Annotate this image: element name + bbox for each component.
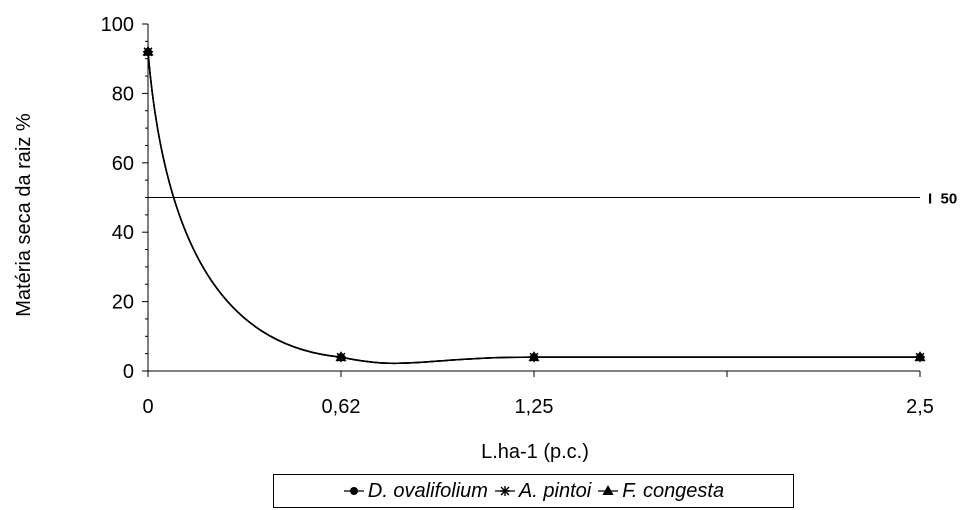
x-tick-label: 0: [142, 396, 153, 418]
y-tick-label: 80: [112, 83, 134, 105]
y-tick-label: 0: [123, 361, 134, 383]
legend: D. ovalifolium A. pintoi F. congesta: [273, 474, 794, 508]
reference-line-group: I 50: [148, 191, 957, 208]
legend-item: A. pintoi: [494, 480, 591, 503]
legend-item: F. congesta: [597, 480, 724, 503]
series-line: [147, 51, 920, 365]
y-axis-title: Matéria seca da raiz %: [13, 113, 35, 317]
data-point-triangle: [528, 351, 540, 362]
series-line: [147, 51, 920, 365]
series-line: [147, 51, 920, 365]
legend-label: D. ovalifolium: [367, 479, 488, 502]
legend-swatch-star-icon: [494, 486, 515, 496]
y-tick-label: 20: [112, 292, 134, 314]
y-tick-label: 100: [101, 14, 134, 36]
legend-label: A. pintoi: [518, 479, 592, 502]
legend-item: D. ovalifolium: [343, 480, 488, 503]
x-tick-label: 2,5: [906, 396, 934, 418]
data-point-triangle: [602, 485, 614, 495]
data-point-star: [499, 486, 510, 496]
data-point-triangle: [142, 45, 154, 56]
axes: 0 20 40 60 80 100 0 0,62 1,25 2,5: [101, 14, 934, 418]
legend-swatch-triangle-icon: [598, 485, 619, 495]
legend-swatch-circle-icon: [343, 487, 364, 495]
chart: 0 20 40 60 80 100 0 0,62 1,25 2,5 I 50 Matéria se…: [13, 14, 957, 463]
legend-label: F. congesta: [622, 479, 725, 502]
y-tick-label: 40: [112, 222, 134, 244]
data-point-triangle: [335, 351, 347, 362]
x-tick-label: 1,25: [515, 396, 554, 418]
data-point-circle: [349, 487, 358, 495]
y-tick-label: 60: [112, 153, 134, 175]
x-axis-title: L.ha-1 (p.c.): [481, 441, 589, 463]
reference-line-label: I 50: [928, 191, 957, 208]
data-point-triangle: [914, 351, 926, 362]
series-group: [142, 45, 926, 365]
x-tick-label: 0,62: [322, 396, 361, 418]
